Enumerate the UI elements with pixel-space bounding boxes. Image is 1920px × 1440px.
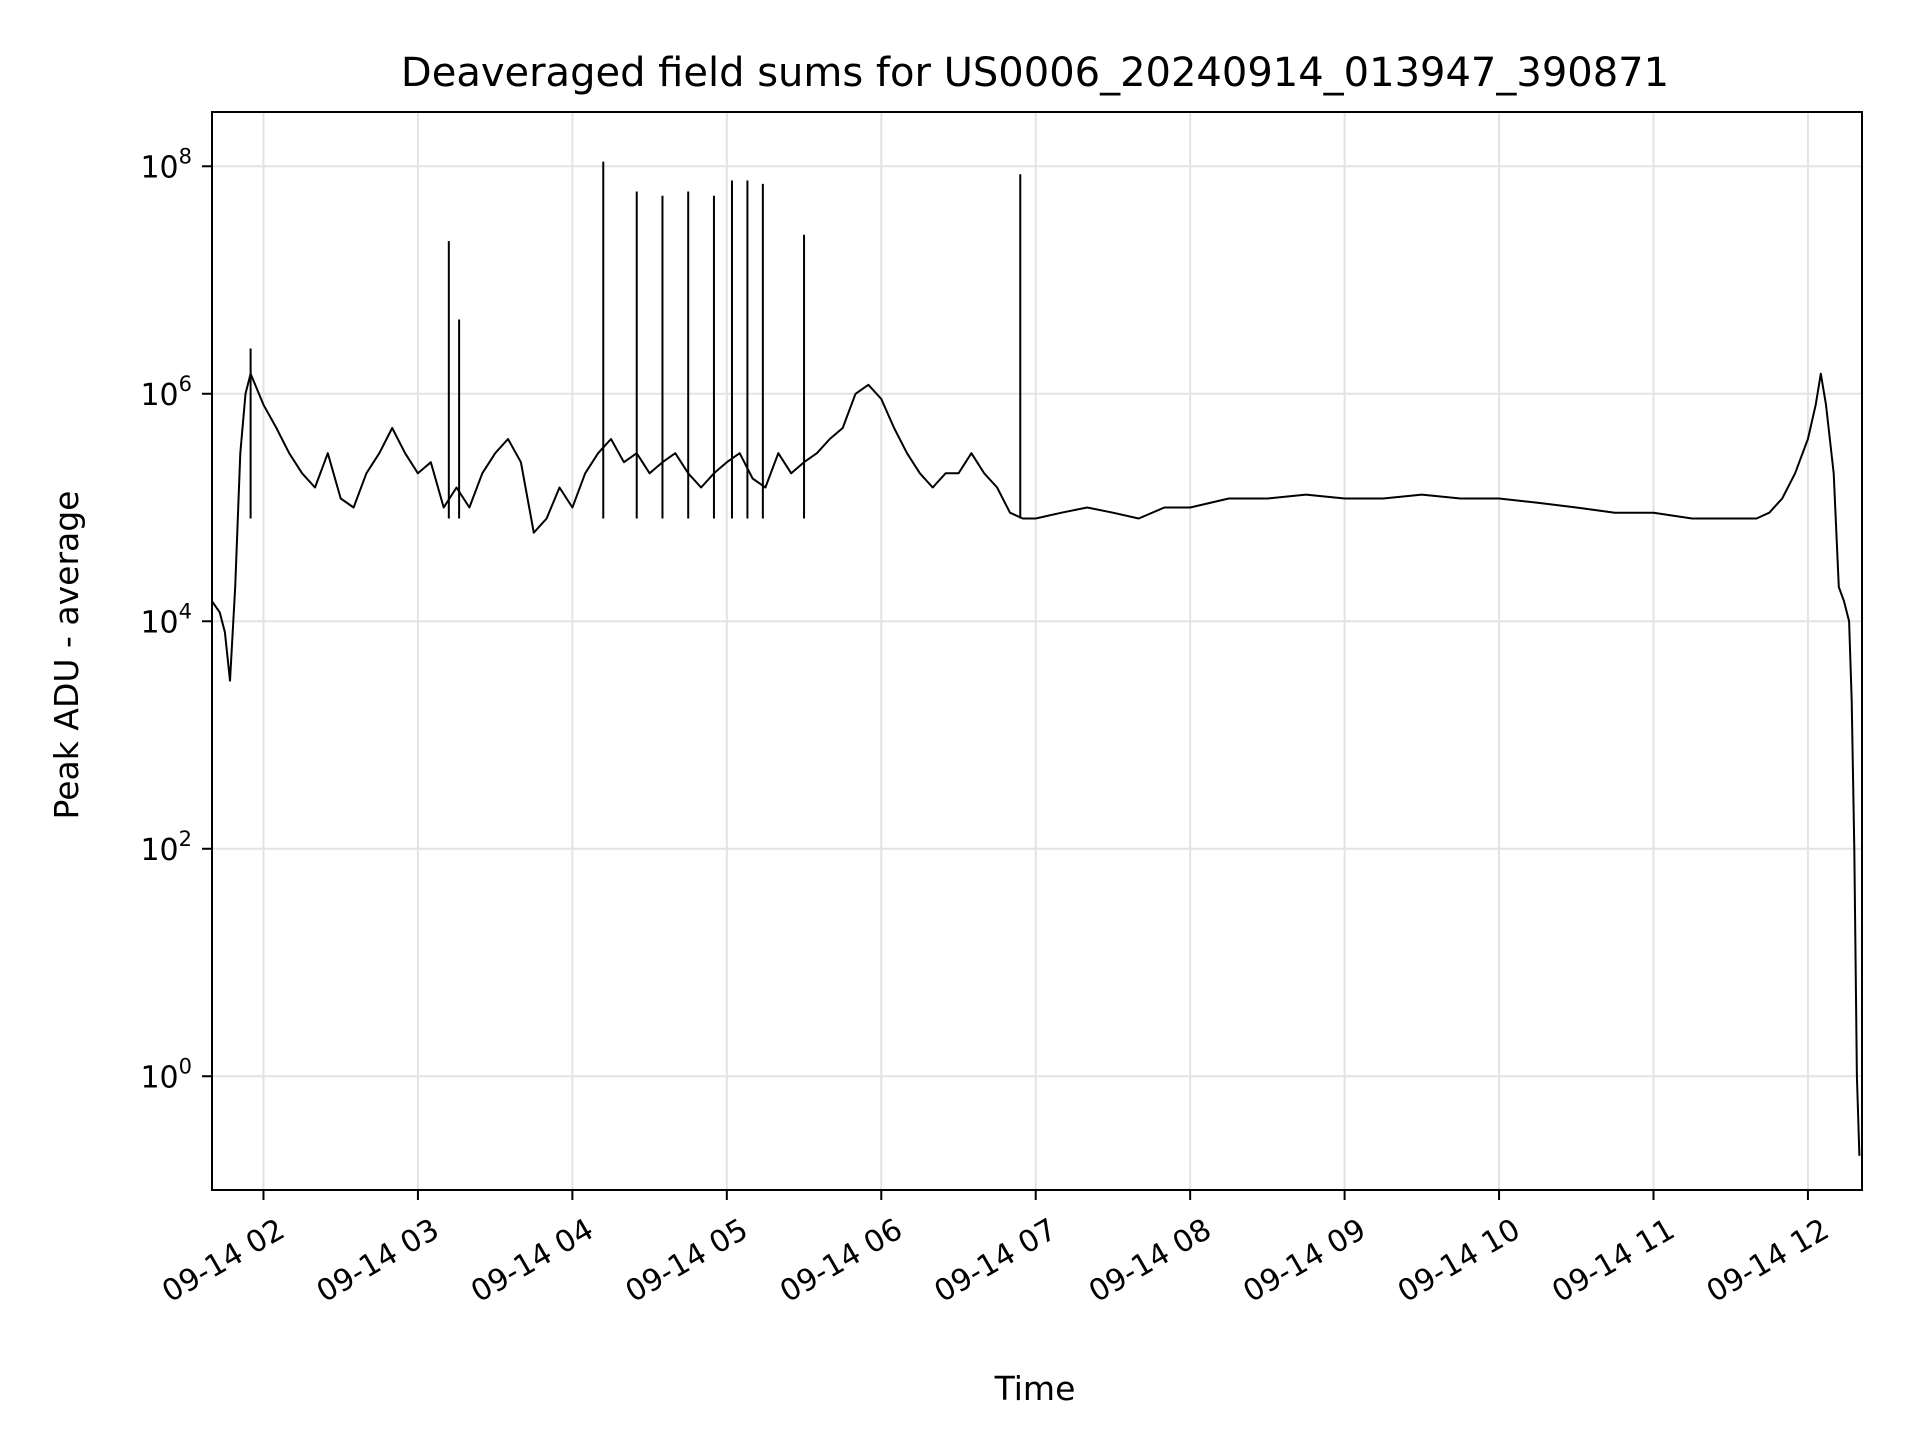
y-tick-label: 104 <box>140 599 192 640</box>
chart-title: Deaveraged field sums for US0006_2024091… <box>401 50 1669 96</box>
grid <box>212 112 1862 1190</box>
y-tick-label: 100 <box>140 1054 192 1095</box>
y-axis-label: Peak ADU - average <box>47 491 86 820</box>
y-tick-label: 108 <box>140 144 192 185</box>
plot-area <box>211 161 1861 1156</box>
x-axis-label: Time <box>994 1369 1076 1408</box>
y-tick-label: 102 <box>140 827 192 868</box>
y-tick-label: 106 <box>140 372 192 413</box>
plot-frame <box>211 111 1863 1191</box>
y-axis: 100 102 104 106 108 <box>140 144 212 1095</box>
series-line <box>211 372 1861 1156</box>
